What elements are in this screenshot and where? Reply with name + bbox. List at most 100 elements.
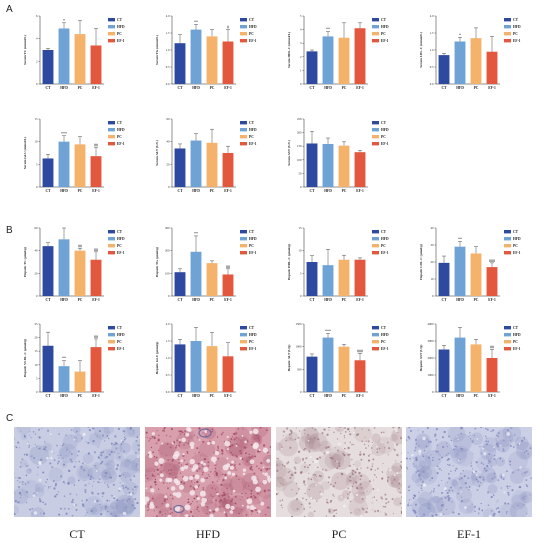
x-tick-label: EF-1	[488, 298, 496, 302]
x-tick-label: EF-1	[224, 86, 232, 90]
x-tick-label: CT	[442, 394, 448, 398]
bar-ef-1	[222, 274, 234, 296]
legend-swatch	[108, 251, 115, 255]
y-tick-label: 10	[431, 277, 435, 281]
bar-ct	[174, 344, 186, 392]
bar-hfd	[58, 28, 70, 84]
chart-panel-10: 0 5 10 15 Hepatic HDL-C (μmol/g) CT HFD PC EF-1 C…	[287, 226, 389, 302]
y-tick-label: 0	[36, 185, 38, 189]
legend-swatch	[504, 237, 511, 241]
legend-label: CT	[381, 326, 387, 330]
section-label-a: A	[6, 4, 13, 15]
x-tick-label: HFD	[60, 189, 68, 193]
section-label-c: C	[6, 413, 13, 424]
histology-row: CT HFD PC EF-1	[14, 427, 532, 541]
y-tick-label: 25	[35, 322, 39, 326]
y-tick-label: 1.5	[166, 31, 170, 35]
bar-pc	[74, 371, 86, 392]
legend-swatch	[372, 18, 379, 22]
chart-panel-2: 0.0 0.5 1.0 1.5 2.0 Serum TG (mmol/L) CT ** HFD P…	[155, 14, 257, 90]
bar-ct	[438, 262, 450, 296]
legend-swatch	[504, 326, 511, 330]
y-axis-label: Serum AST (U/L)	[287, 140, 291, 166]
legend-label: HFD	[117, 237, 125, 241]
histology-image-hfd: HFD	[145, 427, 271, 541]
tissue-background	[406, 427, 532, 517]
y-tick-label: 0.0	[166, 390, 170, 394]
y-tick-label: 10	[299, 249, 303, 253]
chart-panel-7: 0 50 100 150 200 250 Serum AST (U/L) CT HFD PC EF-…	[287, 117, 389, 193]
bar-ef-1	[90, 259, 102, 296]
legend-label: CT	[513, 230, 519, 234]
y-tick-label: 0	[36, 390, 38, 394]
y-tick-label: 40	[431, 226, 435, 230]
bar-ef-1	[354, 28, 366, 85]
histology-label: PC	[332, 527, 347, 541]
x-tick-label: EF-1	[488, 86, 496, 90]
y-tick-label: 1000	[296, 345, 303, 349]
y-tick-label: 1	[300, 68, 302, 72]
bar-hfd	[322, 36, 334, 84]
bar-pc	[338, 37, 350, 84]
legend-swatch	[372, 333, 379, 337]
y-tick-label: 150	[297, 144, 302, 148]
bar-hfd	[190, 251, 202, 296]
legend-swatch	[372, 39, 379, 43]
histology-image-pc: PC	[276, 427, 402, 541]
bar-ct	[42, 345, 54, 392]
x-tick-label: HFD	[456, 86, 464, 90]
legend-swatch	[108, 244, 115, 248]
legend-label: HFD	[381, 128, 389, 132]
legend-swatch	[240, 142, 247, 146]
bar-ct	[174, 272, 186, 296]
legend-swatch	[108, 340, 115, 344]
legend-label: EF-1	[249, 251, 257, 255]
bar-pc	[338, 145, 350, 187]
y-axis-label: Hepatic HDL-C (μmol/g)	[287, 244, 291, 280]
tissue-background	[276, 427, 402, 517]
legend-label: HFD	[249, 25, 257, 29]
legend-swatch	[108, 128, 115, 132]
y-tick-label: 1000	[428, 373, 435, 377]
x-tick-label: PC	[474, 394, 479, 398]
bar-ct	[306, 262, 318, 296]
legend-swatch	[504, 340, 511, 344]
legend-label: HFD	[117, 128, 125, 132]
legend-swatch	[372, 326, 379, 330]
x-tick-label: PC	[78, 394, 83, 398]
legend-label: CT	[249, 121, 255, 125]
y-tick-label: 2	[300, 55, 302, 59]
significance-marker: ##	[78, 243, 82, 248]
y-tick-label: 0	[36, 294, 38, 298]
bar-ef-1	[90, 45, 102, 84]
legend-swatch	[504, 32, 511, 36]
x-tick-label: HFD	[60, 86, 68, 90]
chart-panel-11: 0 10 20 30 40 Hepatic LDL-C (μmol/g) CT ** HFD PC…	[419, 226, 521, 302]
legend-swatch	[240, 340, 247, 344]
legend-swatch	[108, 230, 115, 234]
legend-swatch	[240, 128, 247, 132]
y-axis-label: Hepatic TG (μmol/g)	[155, 247, 159, 277]
y-tick-label: 1.0	[166, 48, 170, 52]
bar-pc	[206, 346, 218, 392]
x-tick-label: CT	[178, 394, 184, 398]
x-tick-label: CT	[442, 298, 448, 302]
legend-swatch	[240, 251, 247, 255]
bar-ef-1	[486, 358, 498, 392]
significance-marker: ###	[489, 258, 495, 263]
x-tick-label: EF-1	[356, 86, 364, 90]
legend-label: PC	[381, 135, 386, 139]
legend-swatch	[372, 32, 379, 36]
y-axis-label: Serum LDL-C (mmol/L)	[419, 32, 423, 68]
legend-label: CT	[381, 18, 387, 22]
bar-hfd	[190, 140, 202, 187]
legend-swatch	[504, 25, 511, 29]
x-tick-label: HFD	[60, 298, 68, 302]
legend-label: CT	[513, 18, 519, 22]
x-tick-label: PC	[342, 298, 347, 302]
bar-pc	[74, 34, 86, 84]
bar-hfd	[454, 41, 466, 84]
y-axis-label: Serum TG (mmol/L)	[155, 35, 159, 65]
y-axis-label: Serum HDL-C (mmol/L)	[287, 32, 291, 68]
legend-label: CT	[117, 326, 123, 330]
